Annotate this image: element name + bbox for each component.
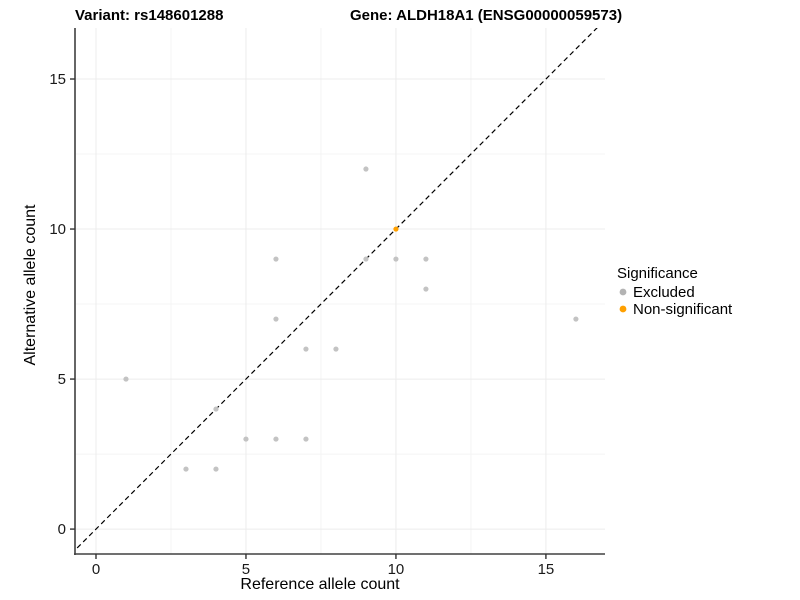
x-tick-labels: 0 5 10 15: [92, 561, 554, 578]
gene-title: Gene: ALDH18A1 (ENSG00000059573): [350, 7, 622, 24]
data-point-excluded: [333, 346, 339, 352]
y-axis-title: Alternative allele count: [22, 204, 39, 366]
x-tick-label: 5: [242, 561, 250, 578]
data-point-excluded: [183, 466, 189, 472]
data-point-excluded: [363, 166, 369, 172]
y-tick-label: 15: [49, 71, 66, 88]
data-point-excluded: [273, 436, 279, 442]
y-tick-label: 10: [49, 221, 66, 238]
data-point-excluded: [213, 406, 219, 412]
legend-dot-excluded: [619, 288, 627, 296]
variant-title: Variant: rs148601288: [75, 7, 223, 24]
data-point-excluded: [303, 436, 309, 442]
data-point-excluded: [423, 256, 429, 262]
y-tick-label: 0: [58, 521, 66, 538]
data-points: [123, 166, 579, 472]
y-tick-label: 5: [58, 371, 66, 388]
legend-title: Significance: [617, 265, 698, 282]
x-axis-title: Reference allele count: [240, 576, 400, 593]
data-point-excluded: [213, 466, 219, 472]
data-point-excluded: [393, 256, 399, 262]
legend-dot-non-significant: [619, 305, 627, 313]
data-point-excluded: [303, 346, 309, 352]
gridlines-major: [75, 28, 605, 554]
x-tick-label: 10: [388, 561, 405, 578]
gridlines-minor: [75, 28, 605, 554]
identity-dashed-line: [75, 28, 598, 551]
data-point-excluded: [273, 256, 279, 262]
data-point-non-significant: [393, 226, 399, 232]
axis-ticks: [70, 78, 547, 559]
legend-label: Excluded: [633, 284, 695, 301]
x-tick-label: 0: [92, 561, 100, 578]
data-point-excluded: [243, 436, 249, 442]
y-tick-labels: 0 5 10 15: [49, 71, 66, 538]
data-point-excluded: [423, 286, 429, 292]
data-point-excluded: [273, 316, 279, 322]
x-tick-label: 15: [538, 561, 555, 578]
data-point-excluded: [363, 256, 369, 262]
data-point-excluded: [123, 376, 129, 382]
legend-label: Non-significant: [633, 301, 733, 318]
data-point-excluded: [573, 316, 579, 322]
